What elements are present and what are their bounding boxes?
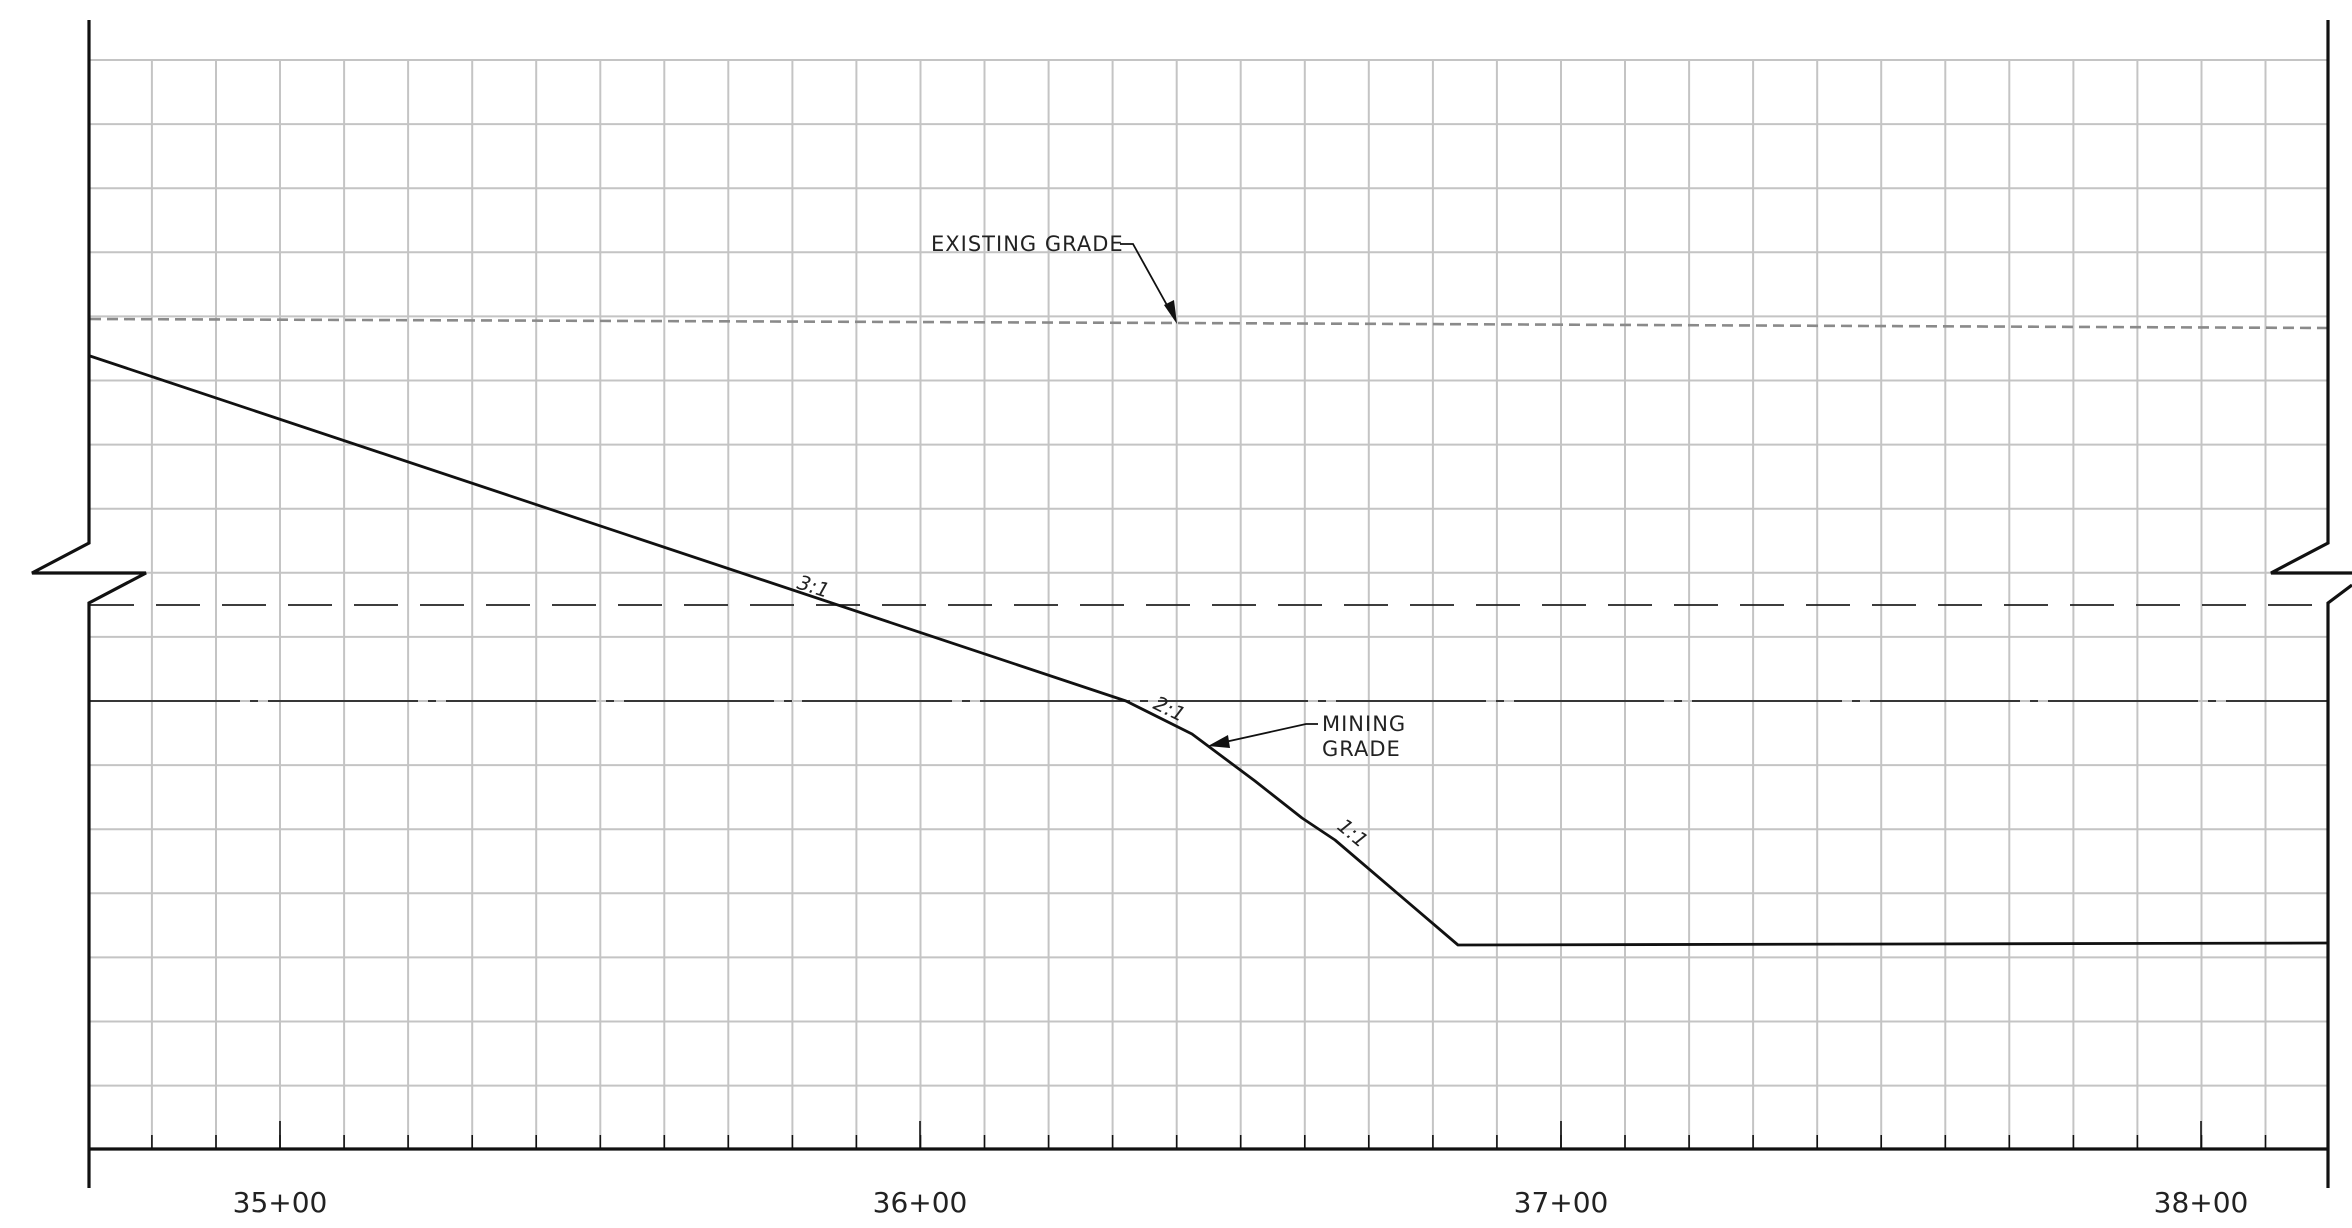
frame-right-edge <box>2270 20 2352 1188</box>
frame-left-edge <box>31 20 147 1188</box>
mining-grade-leader <box>1215 723 1318 745</box>
slope-label-3-1: 3:1 <box>794 570 832 603</box>
station-label-37: 37+00 <box>1514 1186 1609 1219</box>
grid-horizontal-lines <box>90 59 2327 1087</box>
mining-grade-line <box>89 354 2328 947</box>
existing-grade-leader <box>1120 243 1174 317</box>
station-label-36: 36+00 <box>873 1186 968 1219</box>
existing-grade-label: EXISTING GRADE <box>931 232 1124 256</box>
slope-label-1-1: 1:1 <box>1333 813 1373 852</box>
existing-grade-line <box>89 317 2328 330</box>
slope-label-2-1: 2:1 <box>1150 691 1189 727</box>
station-label-38: 38+00 <box>2154 1186 2249 1219</box>
mining-grade-label-line1: MINING <box>1322 712 1406 736</box>
station-ticks <box>151 1121 2267 1149</box>
station-label-35: 35+00 <box>233 1186 328 1219</box>
existing-grade-arrowhead <box>1164 300 1177 324</box>
mining-grade-label-line2: GRADE <box>1322 737 1401 761</box>
mining-grade-arrowhead <box>1208 735 1230 748</box>
